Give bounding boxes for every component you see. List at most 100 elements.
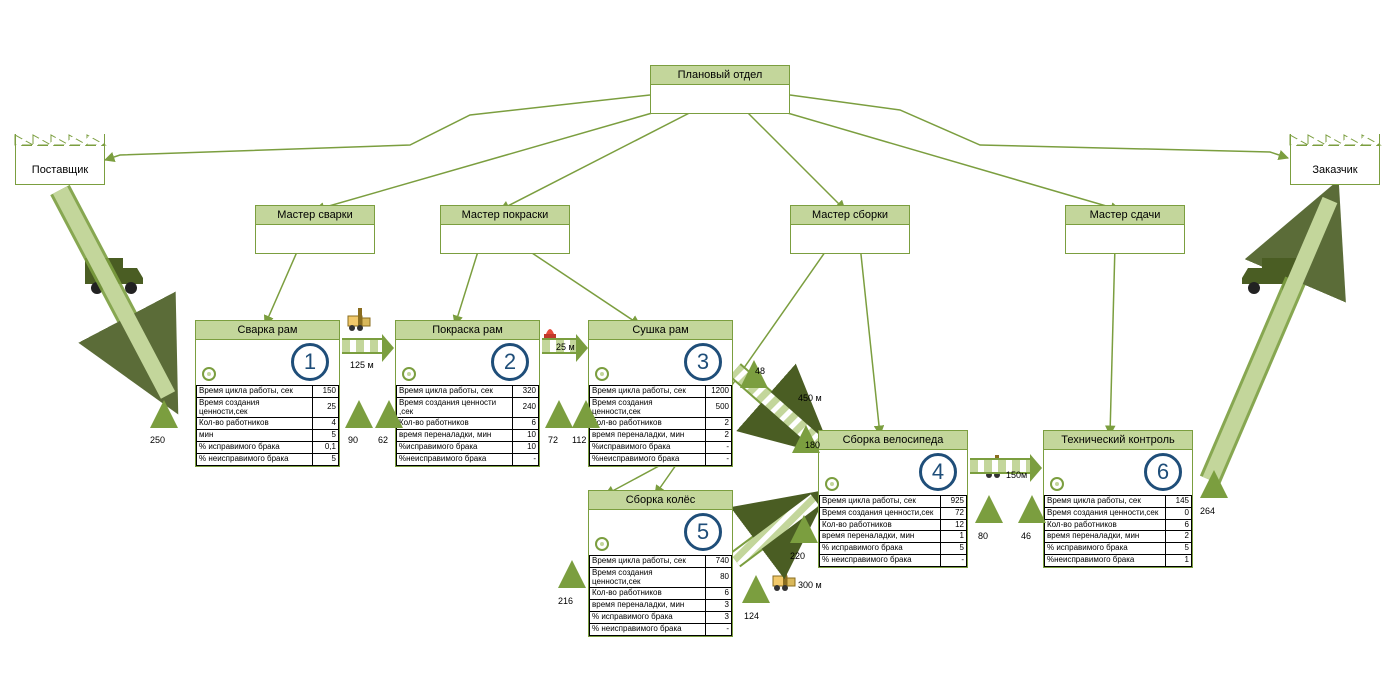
table-row: % исправимого брака3: [590, 611, 732, 623]
table-row: % неисправимого брака5: [197, 453, 339, 465]
operator-icon: [402, 367, 416, 381]
table-row: мин5: [197, 430, 339, 442]
table-row: Время создания ценности,сек500: [590, 397, 732, 418]
master-m3: Мастер сборки: [790, 205, 910, 254]
table-row: Время цикла работы, сек740: [590, 556, 732, 568]
push-arrow-icon: [342, 338, 382, 354]
process-title: Сварка рам: [196, 321, 339, 340]
table-row: Время создания ценности,сек80: [590, 567, 732, 588]
customer-label: Заказчик: [1312, 164, 1357, 176]
inventory-qty: 80: [978, 531, 988, 541]
distance-label: 125 м: [350, 360, 374, 370]
table-row: Время цикла работы, сек1200: [590, 386, 732, 398]
inventory-qty: 90: [348, 435, 358, 445]
table-row: %исправимого брака-: [590, 441, 732, 453]
process-title: Сборка велосипеда: [819, 431, 967, 450]
process-data-table: Время цикла работы, сек925Время создания…: [819, 495, 967, 567]
table-row: Время создания ценности,сек25: [197, 397, 339, 418]
inventory-triangle-icon: [1018, 495, 1046, 523]
inventory-triangle-icon: [742, 575, 770, 603]
operator-icon: [202, 367, 216, 381]
table-row: Кол-во работников12: [820, 519, 967, 531]
inventory-qty: 216: [558, 596, 573, 606]
distance-label: 25 м: [556, 342, 575, 352]
process-number-icon: 5: [684, 513, 722, 551]
process-number-icon: 4: [919, 453, 957, 491]
inventory-triangle-icon: [375, 400, 403, 428]
process-p3: Сушка рам3Время цикла работы, сек1200Вре…: [588, 320, 733, 467]
inventory-qty: 62: [378, 435, 388, 445]
planning-dept: Плановый отдел: [650, 65, 790, 114]
table-row: Время цикла работы, сек150: [197, 386, 339, 398]
truck-icon: [1242, 258, 1300, 294]
distance-label: 300 м: [798, 580, 822, 590]
inventory-qty: 48: [755, 366, 765, 376]
process-p1: Сварка рам 1 Время цикла работы, сек150Вре…: [195, 320, 340, 467]
table-row: %неисправимого брака-: [590, 453, 732, 465]
process-title: Сборка колёс: [589, 491, 732, 510]
process-data-table: Время цикла работы, сек150Время создания…: [196, 385, 339, 466]
forklift-icon: [348, 308, 370, 331]
master-m1: Мастер сварки: [255, 205, 375, 254]
inventory-triangle-icon: [150, 400, 178, 428]
process-data-table: Время цикла работы, сек740Время создания…: [589, 555, 732, 636]
inventory-qty: 180: [805, 440, 820, 450]
inventory-qty: 124: [744, 611, 759, 621]
table-row: % исправимого брака0,1: [197, 441, 339, 453]
process-number-icon: 6: [1144, 453, 1182, 491]
table-row: время переналадки, мин2: [1045, 531, 1192, 543]
master-label: Мастер сборки: [791, 206, 909, 225]
master-m2: Мастер покраски: [440, 205, 570, 254]
customer: Заказчик: [1290, 145, 1380, 185]
process-data-table: Время цикла работы, сек1200Время создани…: [589, 385, 732, 466]
inventory-triangle-icon: [558, 560, 586, 588]
master-label: Мастер сдачи: [1066, 206, 1184, 225]
inventory-triangle-icon: [572, 400, 600, 428]
process-number-icon: 1: [291, 343, 329, 381]
table-row: Кол-во работников2: [590, 418, 732, 430]
table-row: % исправимого брака5: [1045, 543, 1192, 555]
inventory-triangle-icon: [1200, 470, 1228, 498]
process-p4: Сборка велосипеда 4 Время цикла работы, се…: [818, 430, 968, 568]
process-title: Технический контроль: [1044, 431, 1192, 450]
distance-label: 450 м: [798, 393, 822, 403]
table-row: %неисправимого брака1: [1045, 554, 1192, 566]
process-number-icon: 3: [684, 343, 722, 381]
inventory-qty: 250: [150, 435, 165, 445]
inventory-qty: 264: [1200, 506, 1215, 516]
operator-icon: [595, 537, 609, 551]
inventory-triangle-icon: [975, 495, 1003, 523]
process-number-icon: 2: [491, 343, 529, 381]
table-row: Кол-во работников4: [197, 418, 339, 430]
table-row: Время создания ценности ,сек240: [397, 397, 539, 418]
table-row: %исправимого брака10: [397, 441, 539, 453]
process-p5: Сборка колёс 5 Время цикла работы, сек740В…: [588, 490, 733, 637]
forklift-icon: [770, 388, 792, 411]
inventory-qty: 46: [1021, 531, 1031, 541]
master-m4: Мастер сдачи: [1065, 205, 1185, 254]
process-p2: Покраска рам 2 Время цикла работы, сек320В…: [395, 320, 540, 467]
table-row: время переналадки, мин10: [397, 430, 539, 442]
table-row: Время цикла работы, сек925: [820, 496, 967, 508]
table-row: % неисправимого брака-: [590, 623, 732, 635]
master-label: Мастер покраски: [441, 206, 569, 225]
table-row: время переналадки, мин3: [590, 600, 732, 612]
process-title: Покраска рам: [396, 321, 539, 340]
table-row: Кол-во работников6: [590, 588, 732, 600]
inventory-triangle-icon: [345, 400, 373, 428]
inventory-triangle-icon: [790, 515, 818, 543]
process-data-table: Время цикла работы, сек320Время создания…: [396, 385, 539, 466]
table-row: Кол-во работников6: [1045, 519, 1192, 531]
truck-icon: [85, 258, 143, 294]
table-row: % исправимого брака5: [820, 543, 967, 555]
inventory-qty: 72: [548, 435, 558, 445]
table-row: %неисправимого брака-: [397, 453, 539, 465]
table-row: % неисправимого брака-: [820, 554, 967, 566]
inventory-qty: 112: [572, 435, 586, 445]
operator-icon: [825, 477, 839, 491]
table-row: время переналадки, мин2: [590, 430, 732, 442]
planning-dept-label: Плановый отдел: [651, 66, 789, 85]
process-p6: Технический контроль6Время цикла работы,…: [1043, 430, 1193, 568]
supplier-label: Поставщик: [32, 164, 88, 176]
supplier: Поставщик: [15, 145, 105, 185]
